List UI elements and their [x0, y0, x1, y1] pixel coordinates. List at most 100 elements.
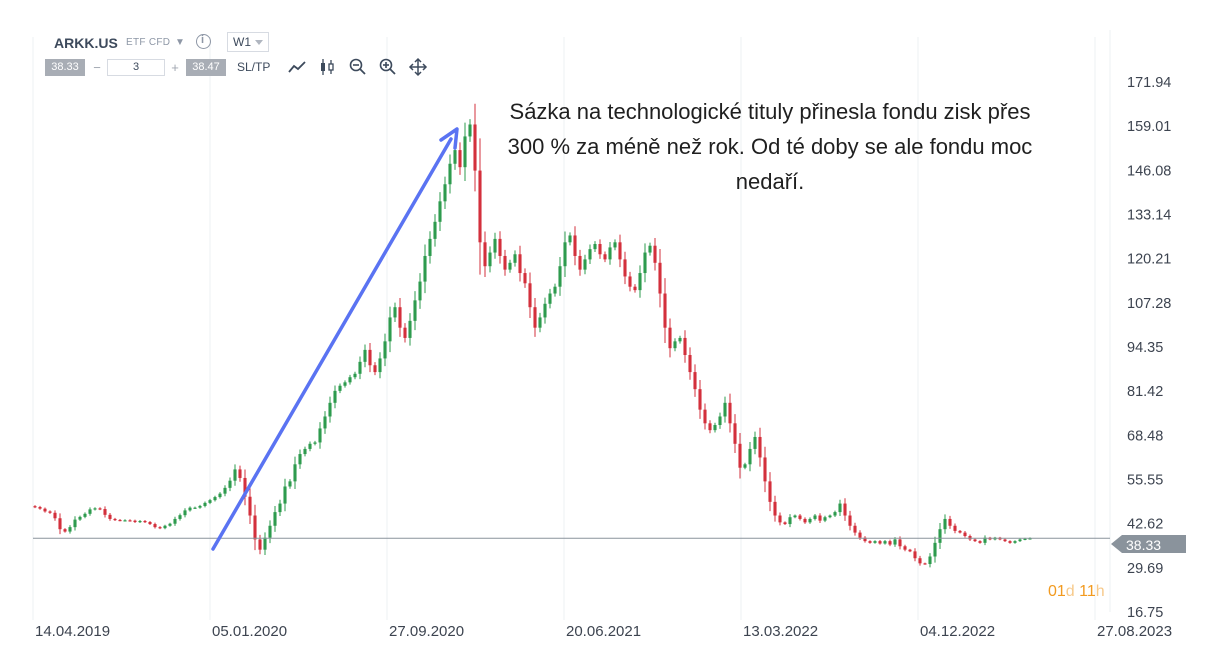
candle-body: [948, 518, 952, 526]
candle-body: [923, 563, 927, 565]
candle-body: [403, 327, 407, 338]
candle-body: [233, 469, 237, 481]
candle-body: [698, 389, 702, 410]
candle-body: [243, 477, 247, 497]
candle-body: [293, 464, 297, 482]
quantity-decrement-button[interactable]: −: [93, 60, 101, 75]
pan-move-icon[interactable]: [408, 57, 428, 77]
current-price-label: 38.33: [1126, 537, 1161, 553]
candle-body: [653, 245, 657, 263]
candle-body: [223, 487, 227, 494]
candle-body: [498, 238, 502, 256]
buy-price-button[interactable]: 38.47: [186, 59, 226, 76]
candle-body: [1028, 538, 1032, 540]
y-axis: 171.94 159.01 146.08 133.14 120.21 107.28 94.3…: [1127, 75, 1171, 621]
y-tick-label: 133.14: [1127, 208, 1171, 224]
candle-body: [448, 163, 452, 185]
candle-body: [343, 382, 347, 386]
candlestick-icon[interactable]: [318, 57, 338, 77]
candle-body: [753, 436, 757, 449]
candle-body: [543, 303, 547, 318]
candle-body: [458, 150, 462, 168]
x-axis: 14.04.2019 05.01.2020 27.09.2020 20.06.2021…: [35, 623, 1172, 640]
candle-body: [58, 518, 62, 530]
candle-body: [903, 546, 907, 550]
y-tick-label: 81.42: [1127, 384, 1163, 400]
candle-body: [558, 266, 562, 287]
candle-body: [463, 136, 467, 168]
candle-body: [478, 170, 482, 243]
x-tick-label: 27.09.2020: [389, 623, 464, 640]
candle-body: [863, 537, 867, 542]
candle-body: [723, 402, 727, 417]
candle-body: [633, 286, 637, 291]
candle-body: [838, 503, 842, 513]
candle-body: [873, 541, 877, 543]
candle-body: [658, 262, 662, 294]
sell-price-button[interactable]: 38.33: [45, 59, 85, 76]
zoom-in-icon[interactable]: [378, 57, 398, 77]
candle-body: [468, 124, 472, 137]
candle-body: [188, 507, 192, 511]
candle-body: [63, 529, 67, 532]
candle-body: [483, 242, 487, 267]
candle-body: [33, 506, 37, 508]
candle-body: [118, 519, 122, 522]
quantity-input[interactable]: 3: [107, 59, 165, 76]
candle-body: [1013, 541, 1017, 543]
candle-body: [213, 497, 217, 501]
candle-body: [533, 307, 537, 328]
candle-body: [43, 508, 47, 512]
candle-body: [1018, 539, 1022, 542]
candle-body: [418, 281, 422, 301]
candle-body: [798, 515, 802, 519]
quantity-increment-button[interactable]: +: [171, 60, 179, 75]
candle-body: [713, 425, 717, 431]
candle-body: [743, 464, 747, 468]
y-tick-label: 94.35: [1127, 340, 1163, 356]
candle-body: [833, 512, 837, 516]
candle-body: [768, 481, 772, 502]
candle-body: [433, 221, 437, 239]
candle-body: [788, 517, 792, 525]
candle-body: [288, 481, 292, 487]
x-tick-label: 14.04.2019: [35, 623, 110, 640]
candle-body: [143, 520, 147, 523]
instrument-dropdown-icon[interactable]: ▼: [175, 37, 185, 48]
candle-body: [73, 519, 77, 528]
candle-body: [493, 238, 497, 253]
candle-body: [98, 508, 102, 510]
candle-body: [183, 510, 187, 516]
timeframe-value: W1: [233, 35, 251, 49]
candle-body: [128, 520, 132, 522]
candle-body: [913, 551, 917, 559]
zoom-out-icon[interactable]: [348, 57, 368, 77]
candle-body: [133, 520, 137, 523]
candle-body: [878, 541, 882, 544]
candle-body: [218, 493, 222, 498]
candle-body: [773, 501, 777, 516]
countdown-hours-unit: h: [1095, 583, 1105, 600]
candle-body: [78, 516, 82, 520]
timeframe-select[interactable]: W1: [227, 32, 269, 52]
countdown-hours: 11: [1079, 583, 1096, 600]
candle-body: [178, 515, 182, 519]
candle-body: [738, 443, 742, 468]
candle-body: [358, 361, 362, 374]
candle-body: [83, 513, 87, 517]
candle-body: [688, 355, 692, 373]
info-icon[interactable]: [196, 34, 211, 49]
candle-body: [363, 349, 367, 362]
candle-body: [408, 320, 412, 338]
line-chart-icon[interactable]: [287, 57, 307, 77]
candle-body: [888, 541, 892, 545]
sltp-button[interactable]: SL/TP: [237, 60, 271, 74]
candle-body: [1023, 538, 1027, 540]
candle-body: [618, 242, 622, 260]
candle-body: [588, 249, 592, 260]
symbol-name[interactable]: ARKK.US: [54, 35, 118, 51]
y-tick-label: 68.48: [1127, 428, 1163, 444]
trend-arrow: [211, 127, 459, 551]
candle-body: [603, 254, 607, 260]
